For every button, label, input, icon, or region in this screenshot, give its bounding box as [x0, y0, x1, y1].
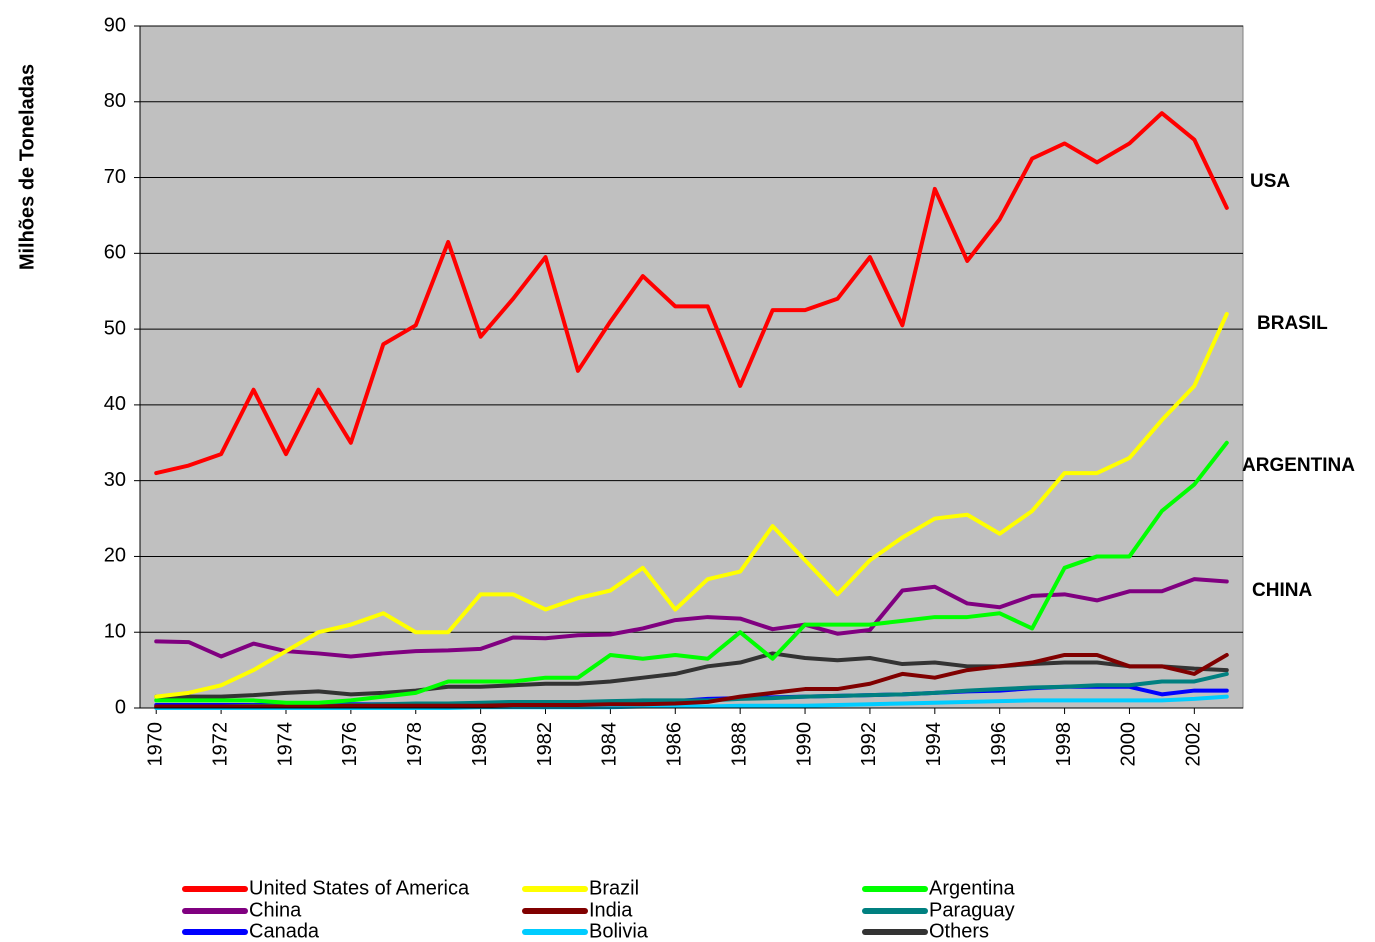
x-tick-label: 1992	[858, 722, 880, 767]
annotation: ARGENTINA	[1242, 455, 1355, 476]
legend-label: United States of America	[249, 877, 470, 899]
x-tick-label: 1986	[664, 722, 686, 767]
legend-label: Bolivia	[589, 920, 649, 942]
x-tick-label: 1984	[599, 722, 621, 767]
legend-label: China	[249, 899, 302, 921]
series-line	[154, 440, 1229, 705]
y-tick-label: 30	[104, 469, 126, 491]
series-line	[154, 651, 1229, 699]
x-tick-label: 1988	[728, 722, 750, 767]
series-line	[154, 311, 1229, 699]
y-tick-label: 50	[104, 317, 126, 339]
x-tick-label: 2000	[1118, 722, 1140, 767]
x-tick-label: 1974	[274, 722, 296, 767]
y-tick-label: 20	[104, 545, 126, 567]
legend-label: Argentina	[929, 877, 1015, 899]
y-tick-label: 40	[104, 393, 126, 415]
annotation: USA	[1250, 171, 1290, 192]
y-tick-label: 70	[104, 166, 126, 188]
x-tick-label: 1976	[339, 722, 361, 767]
x-tick-label: 1970	[145, 722, 167, 767]
annotation: CHINA	[1252, 580, 1312, 601]
x-tick-label: 1998	[1053, 722, 1075, 767]
plot-area	[139, 25, 1244, 709]
legend-label: Canada	[249, 920, 320, 942]
series-line	[154, 652, 1229, 709]
legend-label: Others	[929, 920, 989, 942]
x-tick-label: 1990	[793, 722, 815, 767]
x-tick-label: 1980	[469, 722, 491, 767]
x-tick-label: 1994	[923, 722, 945, 767]
x-tick-label: 1996	[988, 722, 1010, 767]
x-tick-label: 2002	[1183, 722, 1205, 767]
y-axis-label: Milhões de Toneladas	[16, 64, 38, 270]
legend-label: India	[589, 899, 633, 921]
y-tick-label: 10	[104, 621, 126, 643]
annotation: BRASIL	[1257, 313, 1328, 334]
x-tick-label: 1972	[209, 722, 231, 767]
series-line	[154, 111, 1229, 476]
y-tick-label: 80	[104, 90, 126, 112]
y-tick-label: 0	[115, 696, 126, 718]
x-tick-label: 1978	[404, 722, 426, 767]
x-tick-label: 1982	[534, 722, 556, 767]
legend-label: Brazil	[589, 877, 639, 899]
y-tick-label: 90	[104, 14, 126, 36]
legend-label: Paraguay	[929, 899, 1015, 921]
y-tick-label: 60	[104, 242, 126, 264]
